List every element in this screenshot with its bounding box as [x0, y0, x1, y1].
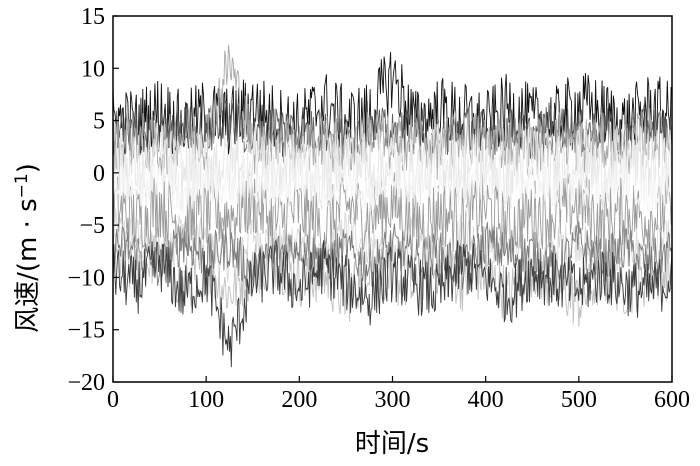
series-line-8: [113, 121, 672, 211]
series-line-3: [113, 221, 672, 290]
x-axis-ticks: 0 100 200 300 400 500 600: [107, 376, 690, 413]
y-axis-title: 风速/(m · s−1): [12, 163, 43, 333]
y-axis-title-close: ): [13, 163, 43, 173]
x-tick-label: 300: [375, 387, 411, 413]
series-line-9: [113, 154, 672, 215]
y-tick-label: 15: [81, 4, 105, 30]
plot-area: [113, 44, 672, 368]
x-tick-label: 400: [468, 387, 504, 413]
x-axis-title: 时间/s: [355, 429, 429, 459]
series-line-4: [113, 239, 672, 368]
y-axis-title-superscript: −1: [12, 173, 32, 198]
y-tick-label: −15: [67, 318, 105, 344]
y-tick-label: −10: [67, 265, 105, 291]
x-tick-label: 600: [654, 387, 690, 413]
y-tick-label: −5: [79, 213, 105, 239]
y-tick-label: −20: [67, 370, 105, 396]
x-tick-label: 500: [561, 387, 597, 413]
y-axis-title-main: 风速/(m · s: [13, 198, 43, 333]
y-tick-label: 0: [93, 161, 105, 187]
x-tick-label: 100: [188, 387, 224, 413]
y-tick-label: 10: [81, 56, 105, 82]
x-tick-label: 0: [107, 387, 119, 413]
x-tick-label: 200: [281, 387, 317, 413]
y-tick-label: 5: [93, 109, 105, 135]
y-axis-ticks: 15 10 5 0 −5 −10 −15 −20: [67, 4, 119, 396]
series-line-7: [113, 44, 672, 180]
